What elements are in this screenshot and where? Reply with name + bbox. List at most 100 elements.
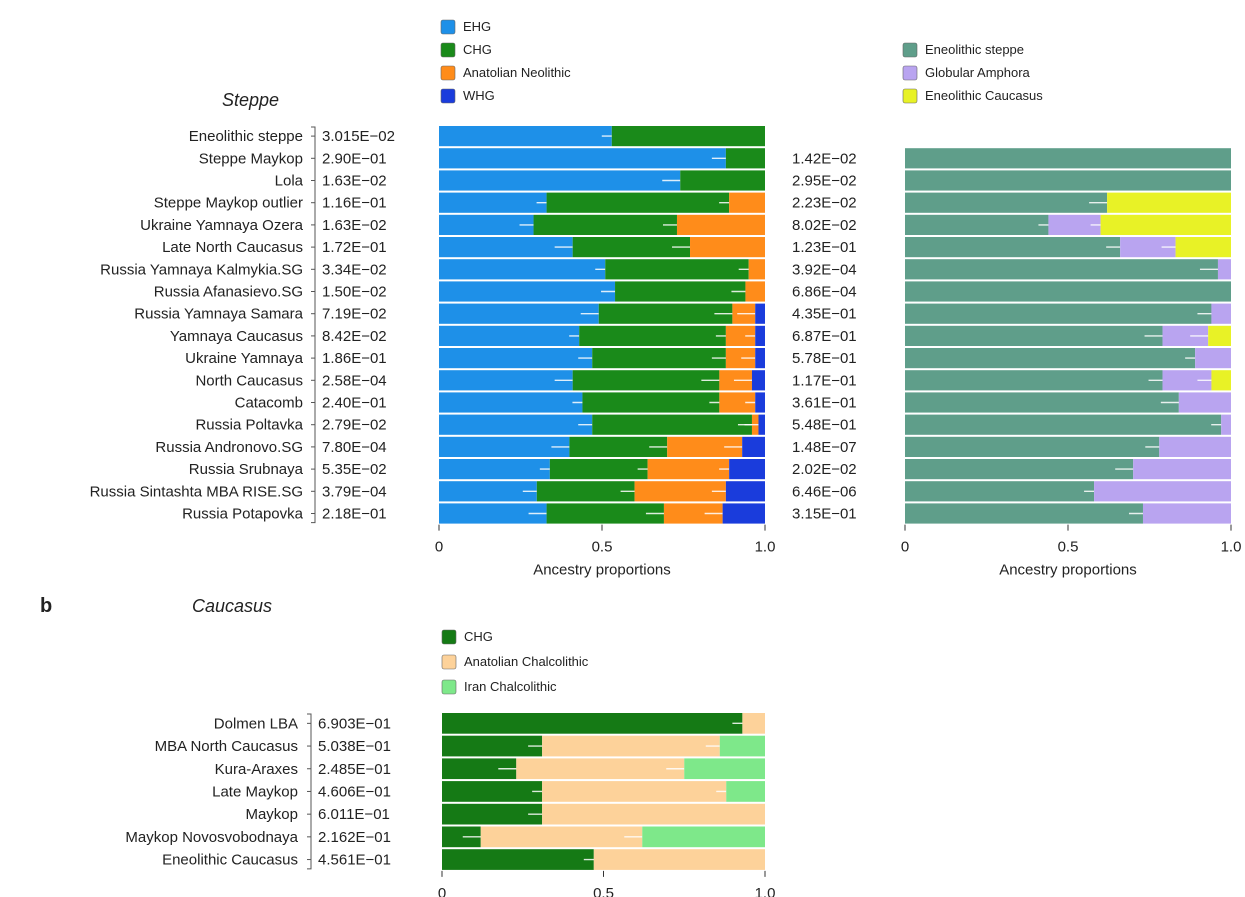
steppe-ancestry-chart: EHG CHG Anatolian Neolithic WHG Steppe Eneoli…: [90, 19, 776, 579]
bar-segment-ehg: [439, 325, 580, 346]
p-value-label: 5.48E−01: [792, 417, 857, 434]
bar-segment-chg: [546, 192, 730, 213]
bar-segment-eneolithic-steppe: [905, 170, 1231, 191]
p-value-label: 6.903E−01: [318, 715, 391, 732]
x-tick-label: 0.5: [593, 885, 614, 897]
bar-segment-anatolian-neolithic: [676, 214, 765, 235]
bar-segment-eneolithic-steppe: [905, 503, 1143, 524]
x-tick-label: 1.0: [755, 539, 776, 556]
legend-label-ehg: EHG: [463, 19, 491, 34]
bar-segment-chg: [592, 348, 726, 369]
steppe-sources-chart: Eneolithic steppe Globular Amphora Eneolit…: [792, 42, 1241, 579]
p-value-label: 2.485E−01: [318, 761, 391, 778]
bar-segment-anatolian-neolithic: [663, 503, 723, 524]
bar-segment-chg: [442, 758, 517, 780]
legend-label-chg: CHG: [463, 42, 492, 57]
p-value-label: 1.23E−01: [792, 239, 857, 256]
bar-segment-anatolian-neolithic: [729, 192, 765, 213]
bar-segment-globular-amphora: [1142, 503, 1231, 524]
bar-segment-eneolithic-steppe: [905, 281, 1231, 302]
bar-segment-ehg: [439, 237, 573, 258]
p-value-label: 1.72E−01: [322, 239, 387, 256]
bar-segment-globular-amphora: [1120, 237, 1176, 258]
bar-segment-ehg: [439, 170, 681, 191]
p-value-label: 6.011E−01: [318, 806, 390, 823]
p-value-label: 2.02E−02: [792, 461, 857, 478]
bar-segment-chg: [592, 414, 752, 435]
legend-label-chg: CHG: [464, 629, 493, 644]
bar-segment-chg: [442, 713, 743, 734]
x-tick-label: 1.0: [1221, 539, 1242, 556]
bar-segment-whg: [755, 348, 765, 369]
bar-segment-ehg: [439, 259, 606, 280]
bar-segment-eneolithic-steppe: [905, 325, 1163, 346]
row-label: Russia Poltavka: [195, 417, 303, 434]
bar-segment-ehg: [439, 459, 550, 480]
legend-swatch-eneolithic-caucasus: [902, 88, 918, 104]
p-value-label: 5.35E−02: [322, 461, 387, 478]
legend-label-eneolithic-steppe: Eneolithic steppe: [925, 42, 1024, 57]
bar-segment-eneolithic-steppe: [905, 459, 1134, 480]
bar-segment-chg: [442, 735, 543, 757]
x-tick-label: 0: [901, 539, 909, 556]
p-value-label: 1.16E−01: [322, 195, 387, 212]
bar-segment-chg: [598, 303, 733, 324]
bar-segment-chg: [605, 259, 749, 280]
p-value-label: 1.63E−02: [322, 217, 387, 234]
bar-segment-anatolian-chalcolithic: [742, 713, 765, 734]
bar-segment-globular-amphora: [1133, 459, 1231, 480]
row-label: Russia Potapovka: [182, 506, 304, 523]
bar-segment-globular-amphora: [1094, 481, 1231, 502]
row-label: Late North Caucasus: [162, 239, 303, 256]
bar-segment-whg: [725, 481, 765, 502]
bar-segment-chg: [442, 826, 481, 848]
bar-segment-anatolian-neolithic: [647, 459, 730, 480]
p-value-label: 8.42E−02: [322, 328, 387, 345]
p-value-label: 3.15E−01: [792, 506, 857, 523]
bar-segment-globular-amphora: [1159, 436, 1231, 457]
p-value-label: 7.19E−02: [322, 306, 387, 323]
row-label: Russia Yamnaya Kalmykia.SG: [100, 261, 303, 278]
p-value-label: 8.02E−02: [792, 217, 857, 234]
bar-segment-globular-amphora: [1048, 214, 1101, 235]
legend-label-globular-amphora: Globular Amphora: [925, 65, 1031, 80]
p-value-label: 4.606E−01: [318, 783, 391, 800]
p-value-label: 4.561E−01: [318, 852, 391, 869]
bar-segment-chg: [546, 503, 664, 524]
bar-segment-iran-chalcolithic: [726, 781, 765, 802]
legend-label-iran-chalcolithic: Iran Chalcolithic: [464, 679, 557, 694]
bar-segment-ehg: [439, 303, 599, 324]
x-tick-label: 0: [438, 885, 446, 897]
row-label: Russia Sintashta MBA RISE.SG: [90, 483, 303, 500]
bar-segment-eneolithic-caucasus: [1100, 214, 1231, 235]
bar-segment-whg: [755, 392, 765, 413]
p-value-label: 2.79E−02: [322, 417, 387, 434]
legend-label-eneolithic-caucasus: Eneolithic Caucasus: [925, 88, 1043, 103]
p-value-label: 3.61E−01: [792, 395, 857, 412]
bar-segment-eneolithic-steppe: [905, 348, 1196, 369]
row-label: Kura-Araxes: [215, 761, 298, 778]
bar-segment-anatolian-chalcolithic: [542, 803, 765, 825]
legend-swatch-anatolian-chalcolithic: [441, 654, 457, 670]
bar-segment-chg: [725, 148, 765, 169]
bar-segment-ehg: [439, 281, 616, 302]
legend-swatch-chg: [441, 629, 457, 645]
row-label: Dolmen LBA: [214, 715, 298, 732]
p-value-label: 5.78E−01: [792, 350, 857, 367]
row-label: Catacomb: [235, 395, 303, 412]
bar-segment-globular-amphora: [1178, 392, 1231, 413]
bar-segment-chg: [582, 392, 720, 413]
bar-segment-chg: [615, 281, 746, 302]
p-value-label: 2.18E−01: [322, 506, 387, 523]
legend-label-whg: WHG: [463, 88, 495, 103]
row-label: Eneolithic steppe: [189, 128, 303, 145]
p-value-label: 1.63E−02: [322, 173, 387, 190]
bar-segment-globular-amphora: [1162, 325, 1209, 346]
bar-segment-whg: [755, 303, 765, 324]
bar-segment-ehg: [439, 436, 570, 457]
bar-segment-eneolithic-steppe: [905, 259, 1218, 280]
bar-segment-eneolithic-steppe: [905, 192, 1108, 213]
bar-segment-anatolian-chalcolithic: [542, 735, 720, 757]
bar-segment-eneolithic-steppe: [905, 481, 1095, 502]
p-value-label: 1.42E−02: [792, 150, 857, 167]
